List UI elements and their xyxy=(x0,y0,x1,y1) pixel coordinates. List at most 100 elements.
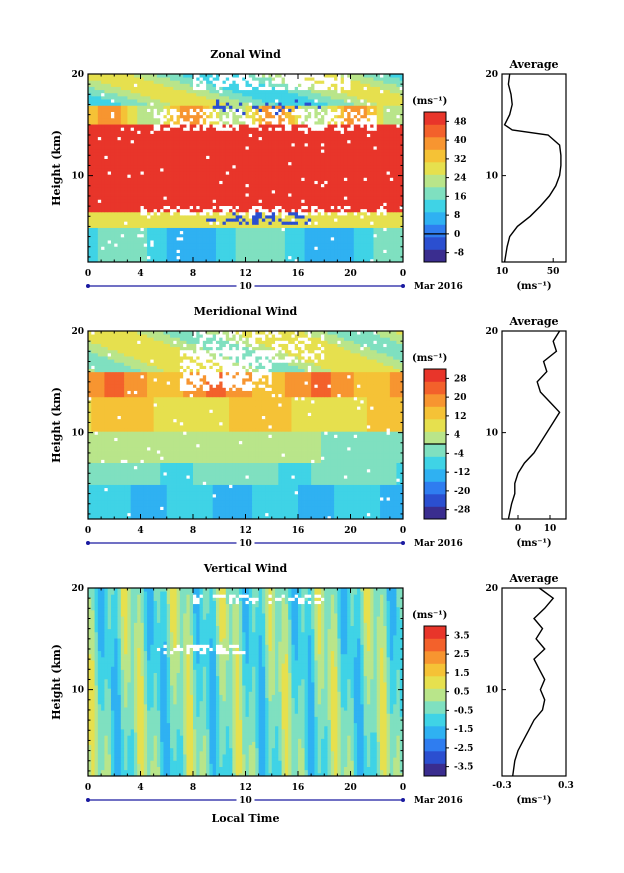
heatmap-cell xyxy=(238,183,243,188)
heatmap-cell xyxy=(275,161,279,166)
heatmap-cell xyxy=(173,236,177,241)
heatmap-cell xyxy=(386,186,391,191)
heatmap-cell xyxy=(245,224,250,228)
heatmap-cell xyxy=(199,255,204,260)
heatmap-cell xyxy=(268,174,273,178)
heatmap-cell xyxy=(317,211,322,216)
heatmap-cell xyxy=(156,240,161,244)
heatmap-cell xyxy=(186,252,191,257)
heatmap-cell xyxy=(88,111,92,116)
heatmap-cell xyxy=(114,208,118,213)
heatmap-cell xyxy=(399,124,404,128)
panel-title: Zonal Wind xyxy=(210,48,281,61)
heatmap-cell xyxy=(150,174,155,178)
heatmap-cell xyxy=(380,186,384,191)
heatmap-cell xyxy=(327,193,332,197)
heatmap-cell xyxy=(393,168,397,172)
heatmap-cell xyxy=(271,99,276,103)
heatmap-cell xyxy=(278,255,282,260)
heatmap-cell xyxy=(320,168,325,172)
heatmap-cell xyxy=(137,149,141,153)
heatmap-cell xyxy=(278,177,282,181)
heatmap-cell xyxy=(101,180,105,185)
heatmap-cell xyxy=(222,224,227,228)
heatmap-cell xyxy=(163,224,168,228)
heatmap-cell xyxy=(268,139,273,144)
heatmap-cell xyxy=(88,108,92,112)
heatmap-cell xyxy=(252,136,256,141)
heatmap-cell xyxy=(107,243,112,247)
heatmap-cell xyxy=(222,205,227,210)
heatmap-cell xyxy=(386,130,391,134)
heatmap-cell xyxy=(94,221,99,225)
heatmap-cell xyxy=(320,218,325,222)
heatmap-cell xyxy=(166,186,171,191)
heatmap-cell xyxy=(284,208,289,213)
heatmap-cell xyxy=(350,180,355,185)
heatmap-cell xyxy=(130,215,135,219)
heatmap-cell xyxy=(212,246,217,250)
heatmap-cell xyxy=(252,199,256,203)
heatmap-cell xyxy=(376,121,381,125)
heatmap-cell xyxy=(163,177,168,181)
heatmap-cell xyxy=(117,117,122,122)
heatmap-cell xyxy=(380,117,384,122)
heatmap-cell xyxy=(301,136,305,141)
heatmap-cell xyxy=(127,117,132,122)
heatmap-cell xyxy=(117,124,122,128)
heatmap-cell xyxy=(222,180,227,185)
heatmap-cell xyxy=(137,102,141,106)
heatmap-cell xyxy=(366,202,371,206)
heatmap-cell xyxy=(242,158,246,163)
heatmap-cell xyxy=(235,208,240,213)
heatmap-cell xyxy=(255,252,260,257)
heatmap-cell xyxy=(327,240,332,244)
heatmap-cell xyxy=(337,215,342,219)
heatmap-cell xyxy=(179,193,184,197)
heatmap-cell xyxy=(252,243,256,247)
heatmap-cell xyxy=(193,183,197,188)
heatmap-cell xyxy=(166,111,171,116)
heatmap-cell xyxy=(193,252,197,257)
heatmap-cell xyxy=(343,108,348,112)
heatmap-cell xyxy=(163,161,168,166)
heatmap-cell xyxy=(291,152,296,156)
heatmap-cell xyxy=(334,108,338,112)
heatmap-cell xyxy=(196,177,200,181)
heatmap-cell xyxy=(363,189,368,194)
heatmap-cell xyxy=(330,224,335,228)
heatmap-cell xyxy=(193,215,197,219)
heatmap-cell xyxy=(298,102,302,106)
heatmap-cell xyxy=(281,130,286,134)
heatmap-cell xyxy=(357,117,361,122)
heatmap-cell xyxy=(350,174,355,178)
heatmap-cell xyxy=(199,224,204,228)
heatmap-cell xyxy=(343,193,348,197)
heatmap-cell xyxy=(343,196,348,200)
heatmap-cell xyxy=(127,130,132,134)
heatmap-cell xyxy=(186,221,191,225)
heatmap-cell xyxy=(314,240,319,244)
heatmap-cell xyxy=(281,199,286,203)
heatmap-cell xyxy=(130,252,135,257)
heatmap-cell xyxy=(163,205,168,210)
heatmap-cell xyxy=(189,139,194,144)
heatmap-cell xyxy=(288,168,292,172)
heatmap-cell xyxy=(350,133,355,138)
heatmap-cell xyxy=(130,180,135,185)
heatmap-cell xyxy=(143,224,148,228)
heatmap-cell xyxy=(307,240,312,244)
heatmap-cell xyxy=(275,114,279,119)
heatmap-cell xyxy=(120,102,125,106)
heatmap-cell xyxy=(114,149,118,153)
heatmap-cell xyxy=(235,121,240,125)
heatmap-cell xyxy=(320,161,325,166)
heatmap-cell xyxy=(229,227,233,232)
heatmap-cell xyxy=(265,117,269,122)
heatmap-cell xyxy=(324,211,328,216)
heatmap-cell xyxy=(189,196,194,200)
heatmap-cell xyxy=(304,180,309,185)
heatmap-cell xyxy=(301,149,305,153)
heatmap-cell xyxy=(140,227,145,232)
heatmap-cell xyxy=(127,124,132,128)
